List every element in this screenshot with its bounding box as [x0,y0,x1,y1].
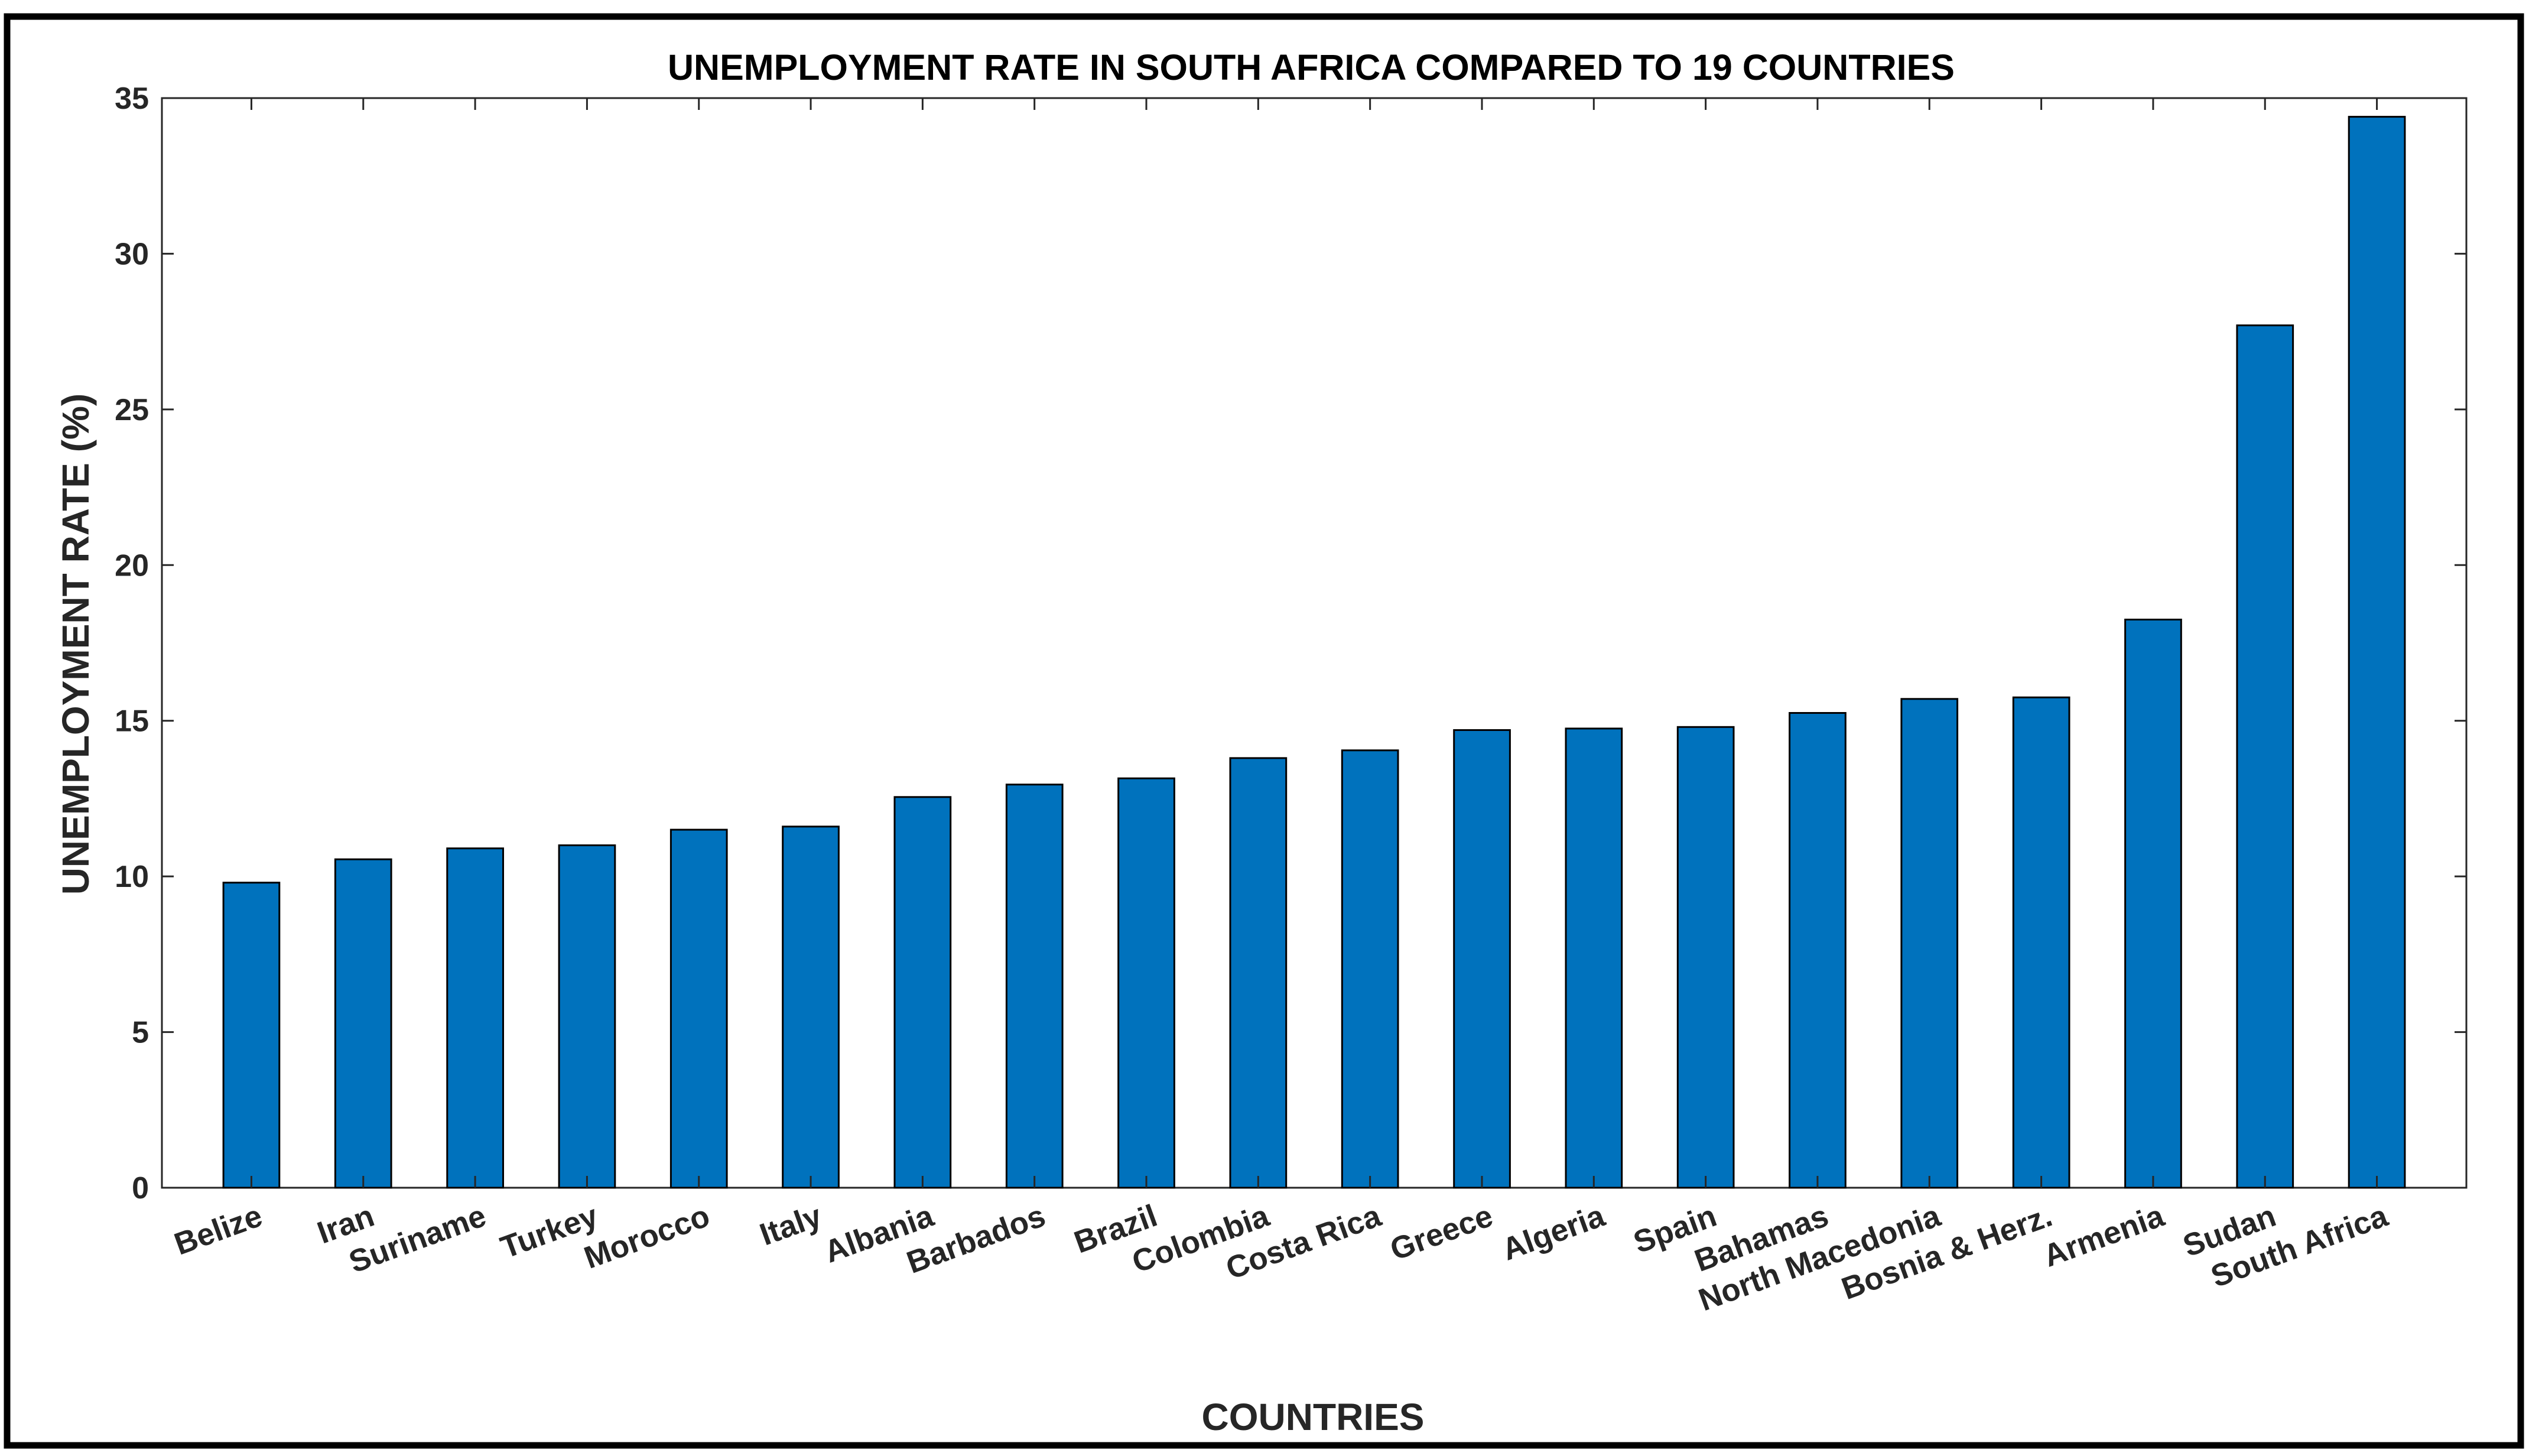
bar [2124,619,2182,1189]
bar [2012,696,2070,1189]
bar [2348,116,2406,1189]
y-tick-label: 20 [115,548,149,583]
bars-layer [222,116,2406,1189]
bar [1117,777,1175,1189]
y-tick-label: 10 [115,860,149,894]
ticks-layer [162,97,2466,1189]
y-tick-label: 0 [132,1171,149,1205]
bar [222,882,281,1189]
y-tick-label: 30 [115,237,149,271]
bar [1565,727,1623,1189]
y-tick-label: 35 [115,82,149,116]
bar [558,844,616,1189]
bar [1341,749,1399,1189]
bar [1453,729,1511,1189]
bar [446,847,504,1189]
x-axis-label: COUNTRIES [1202,1396,1425,1438]
bar [1005,784,1064,1189]
bar [893,796,952,1189]
y-tick-label: 25 [115,393,149,427]
y-axis-tick-labels: 0 5 10 15 20 25 30 35 [115,82,149,1205]
bar [669,828,728,1189]
y-tick-label: 5 [132,1016,149,1050]
bar [782,826,840,1189]
chart-title: UNEMPLOYMENT RATE IN SOUTH AFRICA COMPAR… [668,47,1955,87]
y-axis-label: UNEMPLOYMENT RATE (%) [54,394,97,895]
bar [2236,324,2294,1189]
bar [1789,712,1847,1189]
y-tick-label: 15 [115,704,149,739]
bar [1229,757,1288,1189]
bar [1900,698,1959,1189]
bar [334,858,392,1189]
plot-area [161,97,2468,1189]
bar [1676,726,1735,1189]
